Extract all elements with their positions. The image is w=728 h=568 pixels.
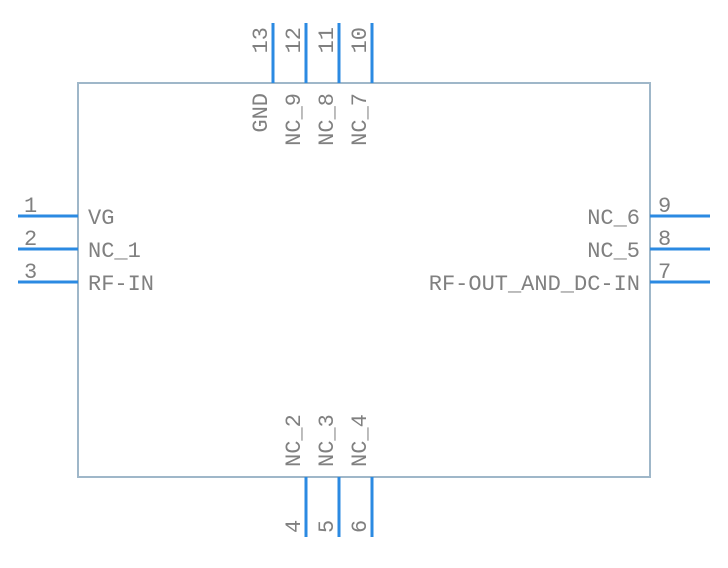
- pin-number: 4: [282, 520, 307, 533]
- pin-label: RF-OUT_AND_DC-IN: [429, 272, 640, 297]
- pin-label: NC_3: [315, 414, 340, 467]
- pin-label: NC_1: [88, 239, 141, 264]
- pin-number: 9: [658, 194, 671, 219]
- pin-label: NC_9: [282, 93, 307, 146]
- pin-label: NC_7: [348, 93, 373, 146]
- pin-label: NC_5: [587, 239, 640, 264]
- schematic-symbol: 1 VG 2 NC_1 3 RF-IN 9 NC_6 8 NC_5 7 RF-OUT_AND_DC-I…: [0, 0, 728, 568]
- pin-number: 6: [348, 520, 373, 533]
- pin-number: 2: [24, 227, 37, 252]
- pin-label: NC_4: [348, 414, 373, 467]
- pin-number: 3: [24, 260, 37, 285]
- pin-label: RF-IN: [88, 272, 154, 297]
- pin-number: 8: [658, 227, 671, 252]
- pin-label: GND: [249, 93, 274, 133]
- pin-label: NC_6: [587, 206, 640, 231]
- pin-label: NC_8: [315, 93, 340, 146]
- pin-number: 10: [348, 27, 373, 53]
- pin-number: 13: [249, 27, 274, 53]
- pin-number: 11: [315, 27, 340, 53]
- pin-number: 7: [658, 260, 671, 285]
- pin-label: NC_2: [282, 414, 307, 467]
- pin-number: 5: [315, 520, 340, 533]
- pin-number: 1: [24, 194, 37, 219]
- pin-label: VG: [88, 206, 114, 231]
- pin-number: 12: [282, 27, 307, 53]
